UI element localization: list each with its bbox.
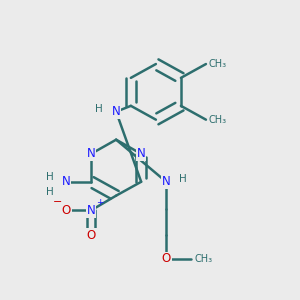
Text: H: H: [46, 187, 54, 197]
Text: H: H: [95, 104, 103, 114]
Text: O: O: [61, 204, 71, 217]
Text: H: H: [179, 174, 187, 184]
Text: N: N: [87, 204, 95, 217]
Text: −: −: [52, 197, 62, 207]
Text: H: H: [46, 172, 54, 182]
Text: CH₃: CH₃: [194, 254, 212, 264]
Text: N: N: [112, 105, 121, 118]
Text: CH₃: CH₃: [209, 115, 227, 125]
Text: N: N: [162, 175, 171, 188]
Text: +: +: [96, 198, 104, 207]
Text: O: O: [86, 229, 96, 242]
Text: O: O: [162, 252, 171, 266]
Text: CH₃: CH₃: [209, 59, 227, 69]
Text: N: N: [87, 147, 95, 160]
Text: N: N: [62, 175, 70, 188]
Text: N: N: [137, 147, 146, 160]
